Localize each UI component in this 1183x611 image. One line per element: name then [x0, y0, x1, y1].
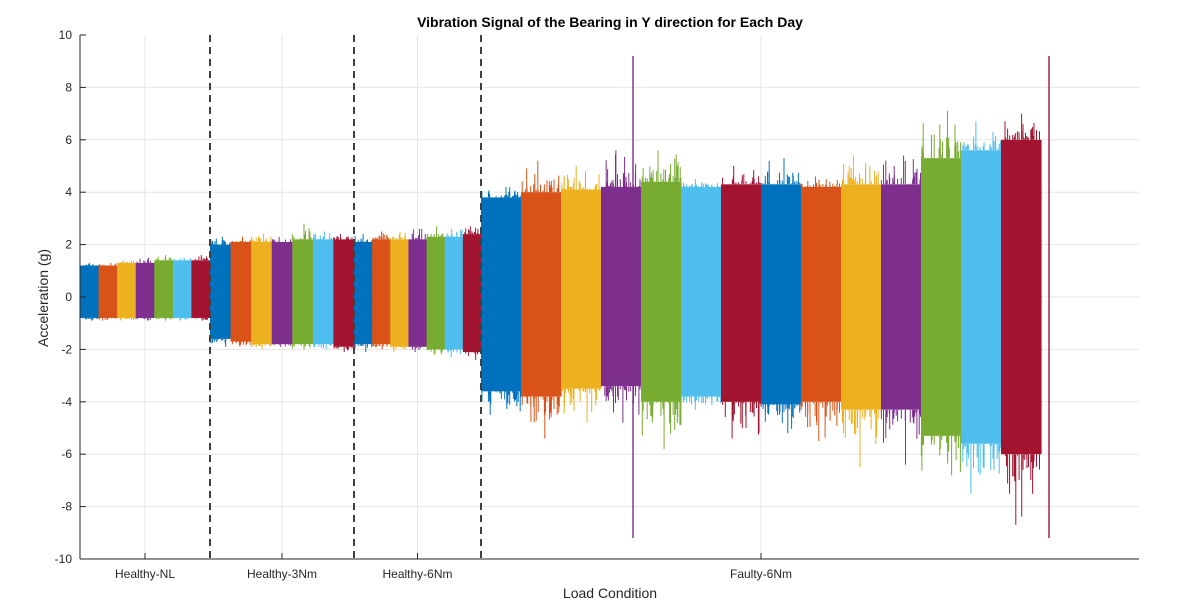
condition-dividers: [209, 35, 482, 559]
signal-segment: [961, 150, 1002, 444]
signal-noise: [722, 166, 762, 439]
signal-noise: [98, 262, 117, 321]
signal-segment: [521, 192, 562, 397]
signal-noise: [390, 231, 407, 352]
signal-noise: [842, 155, 879, 468]
signal-segment: [921, 158, 962, 436]
y-tick-label: 10: [59, 28, 73, 42]
y-tick-label: -4: [61, 395, 72, 409]
signal-segment: [390, 239, 410, 347]
group-healthy-nl: [79, 255, 211, 321]
x-tick-label: Healthy-3Nm: [247, 567, 317, 581]
signal-segment: [80, 265, 100, 318]
signal-segment: [481, 197, 522, 392]
signal-noise: [604, 150, 641, 423]
signal-noise: [561, 166, 601, 423]
signal-noise: [762, 158, 801, 434]
signal-segment: [601, 186, 642, 387]
signal-segment: [761, 184, 802, 405]
signal-segment: [801, 186, 842, 402]
y-tick-label: 4: [65, 185, 72, 199]
signal-noise: [641, 150, 682, 449]
group-healthy-3nm: [210, 223, 355, 352]
signal-segment: [426, 236, 446, 350]
y-tick-label: 2: [65, 238, 72, 252]
signal-segment: [210, 244, 232, 339]
signal-segment: [312, 239, 335, 345]
x-axis-label: Load Condition: [563, 585, 657, 601]
signal-segment: [292, 239, 314, 345]
signal-noise: [155, 255, 172, 321]
y-tick-label: 0: [65, 290, 72, 304]
y-tick-label: -2: [61, 342, 72, 356]
chart-title: Vibration Signal of the Bearing in Y dir…: [417, 14, 803, 30]
y-tick-label: -8: [61, 500, 72, 514]
signal-noise: [427, 226, 444, 355]
signal-series: [79, 55, 1050, 539]
signal-segment: [721, 184, 762, 402]
signal-segment: [444, 236, 464, 350]
signal-noise: [117, 260, 136, 321]
y-tick-label: 6: [65, 133, 72, 147]
y-tick-label: -6: [61, 447, 72, 461]
signal-segment: [135, 262, 155, 318]
signal-noise: [191, 255, 209, 321]
signal-segment: [681, 186, 722, 397]
signal-noise: [880, 155, 921, 465]
y-tick-label: -10: [55, 552, 73, 566]
group-healthy-6nm: [354, 226, 482, 360]
signal-segment: [251, 241, 273, 345]
signal-segment: [271, 241, 293, 345]
signal-noise: [250, 234, 273, 350]
signal-noise: [372, 231, 389, 350]
signal-noise: [271, 236, 293, 347]
group-faulty-6nm: [481, 55, 1050, 539]
y-axis-label: Acceleration (g): [35, 249, 51, 347]
signal-segment: [561, 189, 602, 389]
x-tick-label: Healthy-6Nm: [382, 567, 452, 581]
y-tick-label: 8: [65, 80, 72, 94]
signal-noise: [920, 111, 961, 476]
signal-segment: [354, 241, 373, 345]
signal-segment: [154, 260, 174, 318]
signal-noise: [521, 160, 560, 439]
signal-segment: [408, 239, 428, 347]
signal-segment: [841, 184, 882, 410]
x-tick-label: Faulty-6Nm: [730, 567, 792, 581]
signal-noise: [312, 231, 332, 350]
signal-segment: [333, 239, 355, 347]
signal-noise: [1004, 113, 1040, 525]
signal-segment: [641, 181, 682, 402]
axes: [79, 34, 1139, 560]
signal-segment: [881, 184, 922, 410]
signal-noise: [411, 228, 426, 352]
signal-noise: [962, 121, 1001, 494]
signal-segment: [117, 262, 137, 318]
signal-noise: [291, 223, 312, 350]
signal-segment: [372, 239, 391, 345]
signal-noise: [481, 187, 521, 415]
signal-noise: [231, 236, 251, 347]
y-tick-labels: -10 -8 -6 -4 -2 0 2 4 6 8 10: [55, 28, 73, 566]
signal-segment: [191, 260, 211, 318]
signal-noise: [354, 234, 373, 352]
signal-noise: [680, 179, 722, 410]
signal-segment: [1001, 139, 1042, 455]
x-tick-label: Healthy-NL: [115, 567, 175, 581]
signal-segment: [98, 265, 118, 318]
signal-segment: [230, 241, 252, 342]
signal-noise: [446, 228, 463, 358]
signal-segment: [462, 234, 482, 353]
signal-noise: [332, 234, 353, 352]
x-tick-labels: Healthy-NL Healthy-3Nm Healthy-6Nm Faulty-6…: [115, 567, 792, 581]
signal-noise: [800, 176, 840, 442]
signal-segment: [172, 260, 193, 318]
